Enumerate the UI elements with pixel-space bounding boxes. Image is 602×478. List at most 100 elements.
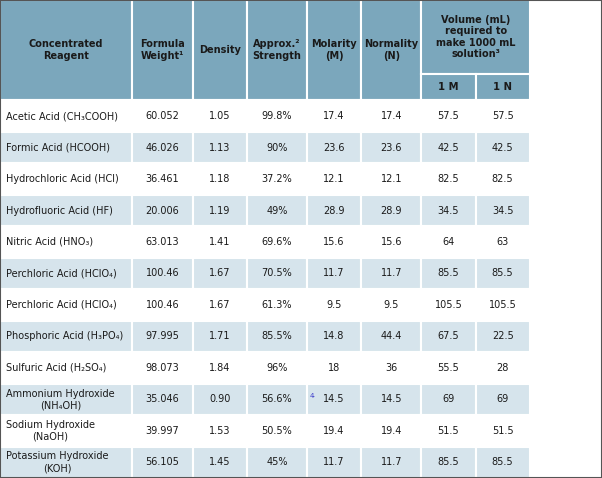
Text: Molarity
(M): Molarity (M) (311, 39, 357, 61)
Bar (0, 321, 132, 352)
Text: 1.67: 1.67 (209, 269, 231, 279)
Bar (193, 132, 247, 163)
Bar (193, 383, 247, 415)
Text: 1.53: 1.53 (209, 426, 231, 436)
Text: 51.5: 51.5 (438, 426, 459, 436)
Bar (476, 352, 530, 383)
Bar (247, 100, 307, 132)
Bar (476, 289, 530, 321)
Text: 22.5: 22.5 (492, 331, 514, 341)
Bar (421, 352, 476, 383)
Text: 69: 69 (497, 394, 509, 404)
Text: 100.46: 100.46 (146, 269, 179, 279)
Bar (361, 289, 421, 321)
Text: Formic Acid (HCOOH): Formic Acid (HCOOH) (6, 142, 110, 152)
Text: 85.5: 85.5 (438, 457, 459, 467)
Text: Formula
Weight¹: Formula Weight¹ (140, 39, 185, 61)
Bar (0, 226, 132, 258)
Bar (0, 289, 132, 321)
Bar (476, 100, 530, 132)
Text: 46.026: 46.026 (146, 142, 179, 152)
Text: 105.5: 105.5 (489, 300, 517, 310)
Text: 63.013: 63.013 (146, 237, 179, 247)
Bar (421, 289, 476, 321)
Text: 99.8%: 99.8% (262, 111, 292, 121)
Bar (476, 74, 530, 100)
Bar (421, 74, 476, 100)
Text: 4: 4 (310, 392, 314, 399)
Text: 28: 28 (497, 363, 509, 373)
Bar (307, 195, 361, 226)
Text: 28.9: 28.9 (323, 206, 345, 216)
Text: 82.5: 82.5 (492, 174, 514, 184)
Bar (193, 258, 247, 289)
Bar (476, 195, 530, 226)
Text: 57.5: 57.5 (438, 111, 459, 121)
Bar (421, 258, 476, 289)
Text: 100.46: 100.46 (146, 300, 179, 310)
Text: Potassium Hydroxide
(KOH): Potassium Hydroxide (KOH) (6, 451, 108, 473)
Text: Hydrochloric Acid (HCl): Hydrochloric Acid (HCl) (6, 174, 119, 184)
Bar (132, 446, 193, 478)
Text: 42.5: 42.5 (492, 142, 514, 152)
Bar (307, 321, 361, 352)
Bar (0, 383, 132, 415)
Text: Concentrated
Reagent: Concentrated Reagent (29, 39, 104, 61)
Text: 14.8: 14.8 (323, 331, 345, 341)
Text: Acetic Acid (CH₃COOH): Acetic Acid (CH₃COOH) (6, 111, 118, 121)
Text: 85.5%: 85.5% (261, 331, 293, 341)
Text: 1 N: 1 N (493, 82, 512, 92)
Bar (307, 226, 361, 258)
Text: 17.4: 17.4 (323, 111, 345, 121)
Text: Phosphoric Acid (H₃PO₄): Phosphoric Acid (H₃PO₄) (6, 331, 123, 341)
Bar (193, 352, 247, 383)
Text: 39.997: 39.997 (146, 426, 179, 436)
Text: 1.71: 1.71 (209, 331, 231, 341)
Bar (361, 321, 421, 352)
Bar (476, 226, 530, 258)
Text: 11.7: 11.7 (380, 457, 402, 467)
Text: Density: Density (199, 45, 241, 55)
Bar (476, 321, 530, 352)
Text: 18: 18 (328, 363, 340, 373)
Text: 36.461: 36.461 (146, 174, 179, 184)
Text: 63: 63 (497, 237, 509, 247)
Bar (307, 352, 361, 383)
Text: 9.5: 9.5 (383, 300, 399, 310)
Bar (421, 383, 476, 415)
Bar (476, 446, 530, 478)
Text: 50.5%: 50.5% (261, 426, 293, 436)
Bar (247, 289, 307, 321)
Bar (132, 0, 193, 100)
Text: Hydrofluoric Acid (HF): Hydrofluoric Acid (HF) (6, 206, 113, 216)
Text: 44.4: 44.4 (380, 331, 402, 341)
Text: Ammonium Hydroxide
(NH₄OH): Ammonium Hydroxide (NH₄OH) (6, 389, 114, 410)
Bar (247, 163, 307, 195)
Bar (361, 446, 421, 478)
Text: 105.5: 105.5 (435, 300, 462, 310)
Bar (132, 415, 193, 446)
Text: 17.4: 17.4 (380, 111, 402, 121)
Bar (361, 415, 421, 446)
Text: 69: 69 (442, 394, 455, 404)
Bar (132, 352, 193, 383)
Text: 12.1: 12.1 (323, 174, 345, 184)
Bar (421, 100, 476, 132)
Bar (193, 289, 247, 321)
Bar (0, 258, 132, 289)
Bar (307, 383, 361, 415)
Text: 15.6: 15.6 (323, 237, 345, 247)
Text: Sulfuric Acid (H₂SO₄): Sulfuric Acid (H₂SO₄) (6, 363, 107, 373)
Text: 98.073: 98.073 (146, 363, 179, 373)
Bar (193, 100, 247, 132)
Bar (361, 132, 421, 163)
Text: 9.5: 9.5 (326, 300, 342, 310)
Text: 1.45: 1.45 (209, 457, 231, 467)
Bar (132, 321, 193, 352)
Text: 19.4: 19.4 (323, 426, 345, 436)
Bar (421, 321, 476, 352)
Text: 19.4: 19.4 (380, 426, 402, 436)
Text: 56.6%: 56.6% (262, 394, 292, 404)
Bar (476, 258, 530, 289)
Bar (0, 195, 132, 226)
